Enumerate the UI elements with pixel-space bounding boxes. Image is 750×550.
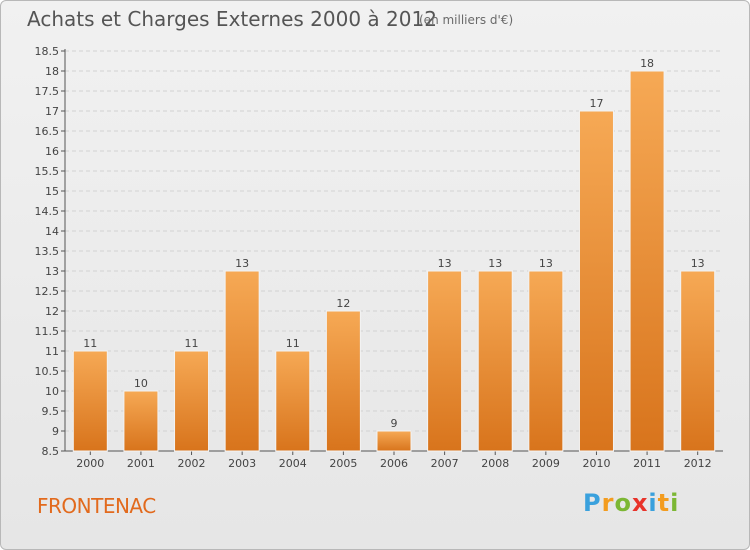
y-tick-label: 8.5 (42, 445, 60, 458)
bar-value-label: 13 (235, 257, 249, 270)
x-tick-label: 2010 (582, 457, 610, 470)
x-tick-label: 2009 (532, 457, 560, 470)
x-tick-label: 2002 (178, 457, 206, 470)
bar-value-label: 11 (83, 337, 97, 350)
brand-letter: i (670, 489, 680, 517)
bar-value-label: 13 (539, 257, 553, 270)
x-tick-label: 2008 (481, 457, 509, 470)
bar-2005 (325, 310, 361, 452)
y-tick-label: 14.5 (35, 205, 60, 218)
bar-value-label: 12 (336, 297, 350, 310)
y-tick-label: 12.5 (35, 285, 60, 298)
y-tick-label: 15.5 (35, 165, 60, 178)
y-tick-label: 11 (45, 345, 59, 358)
y-tick-label: 18 (45, 65, 59, 78)
bar-2000 (72, 350, 108, 452)
y-tick-label: 17.5 (35, 85, 60, 98)
bar-2012 (680, 270, 716, 452)
brand-letter: r (601, 489, 615, 517)
bar-2002 (174, 350, 210, 452)
x-tick-label: 2011 (633, 457, 661, 470)
brand-letter: t (657, 489, 671, 517)
bar-2007 (427, 270, 463, 452)
brand-letter: x (631, 489, 649, 517)
bar-value-label: 17 (589, 97, 603, 110)
y-tick-label: 11.5 (35, 325, 60, 338)
bar-value-label: 13 (691, 257, 705, 270)
bar-2006 (376, 430, 412, 452)
y-tick-label: 18.5 (35, 45, 60, 58)
y-tick-label: 17 (45, 105, 59, 118)
bar-value-label: 13 (488, 257, 502, 270)
labels: 11 2000 10 2001 11 2002 13 2003 11 2004 12 2005 9 200… (76, 57, 711, 470)
y-tick-label: 12 (45, 305, 59, 318)
chart-title: Achats et Charges Externes 2000 à 2012 (27, 7, 437, 31)
y-tick-label: 16.5 (35, 125, 60, 138)
y-tick-label: 13.5 (35, 245, 60, 258)
brand-letter: o (614, 489, 632, 517)
brand-letter: P (583, 489, 602, 517)
grid-lines (65, 50, 723, 452)
bar-value-label: 11 (286, 337, 300, 350)
proxiti-logo: Proxiti (583, 489, 679, 517)
bar-2001 (123, 390, 159, 452)
y-tick-label: 10 (45, 385, 59, 398)
y-tick-label: 15 (45, 185, 59, 198)
x-tick-label: 2012 (684, 457, 712, 470)
x-tick-label: 2000 (76, 457, 104, 470)
y-tick-label: 9.5 (42, 405, 60, 418)
bar-2009 (528, 270, 564, 452)
y-tick-label: 13 (45, 265, 59, 278)
y-tick-label: 14 (45, 225, 59, 238)
x-tick-label: 2004 (279, 457, 307, 470)
x-tick-label: 2001 (127, 457, 155, 470)
x-tick-label: 2003 (228, 457, 256, 470)
y-tick-label: 16 (45, 145, 59, 158)
bar-2011 (629, 70, 665, 452)
bar-value-label: 9 (391, 417, 398, 430)
bar-value-label: 13 (438, 257, 452, 270)
bar-value-label: 10 (134, 377, 148, 390)
y-tick-label: 10.5 (35, 365, 60, 378)
bar-2004 (275, 350, 311, 452)
bar-2010 (578, 110, 614, 452)
bar-2003 (224, 270, 260, 452)
brand-letter: i (648, 489, 658, 517)
y-tick-label: 9 (52, 425, 59, 438)
bar-value-label: 11 (185, 337, 199, 350)
chart-subtitle: (en milliers d'€) (419, 13, 514, 27)
bar-value-label: 18 (640, 57, 654, 70)
x-tick-label: 2006 (380, 457, 408, 470)
bar-2008 (477, 270, 513, 452)
x-tick-label: 2005 (329, 457, 357, 470)
x-tick-label: 2007 (431, 457, 459, 470)
commune-name: FRONTENAC (37, 494, 156, 518)
bars (72, 70, 716, 452)
